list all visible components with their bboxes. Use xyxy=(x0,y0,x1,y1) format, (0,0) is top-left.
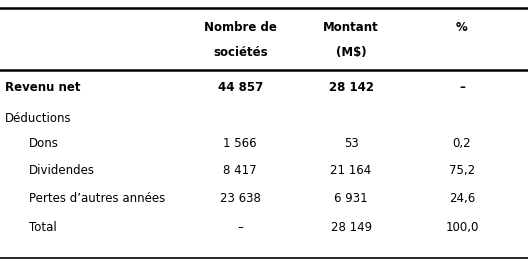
Text: Revenu net: Revenu net xyxy=(5,81,81,94)
Text: sociétés: sociétés xyxy=(213,46,268,59)
Text: Total: Total xyxy=(29,221,57,234)
Text: –: – xyxy=(459,81,465,94)
Text: 6 931: 6 931 xyxy=(334,192,368,205)
Text: Nombre de: Nombre de xyxy=(204,21,277,34)
Text: Dons: Dons xyxy=(29,137,59,150)
Text: (M$): (M$) xyxy=(336,46,366,59)
Text: 44 857: 44 857 xyxy=(218,81,263,94)
Text: %: % xyxy=(456,21,468,34)
Text: 1 566: 1 566 xyxy=(223,137,257,150)
Text: 75,2: 75,2 xyxy=(449,164,475,177)
Text: 0,2: 0,2 xyxy=(452,137,472,150)
Text: 100,0: 100,0 xyxy=(445,221,479,234)
Text: 21 164: 21 164 xyxy=(331,164,372,177)
Text: Déductions: Déductions xyxy=(5,112,72,125)
Text: 53: 53 xyxy=(344,137,359,150)
Text: Dividendes: Dividendes xyxy=(29,164,95,177)
Text: 8 417: 8 417 xyxy=(223,164,257,177)
Text: Pertes d’autres années: Pertes d’autres années xyxy=(29,192,165,205)
Text: –: – xyxy=(237,221,243,234)
Text: Montant: Montant xyxy=(323,21,379,34)
Text: 24,6: 24,6 xyxy=(449,192,475,205)
Text: 23 638: 23 638 xyxy=(220,192,261,205)
Text: 28 142: 28 142 xyxy=(328,81,374,94)
Text: 28 149: 28 149 xyxy=(331,221,372,234)
